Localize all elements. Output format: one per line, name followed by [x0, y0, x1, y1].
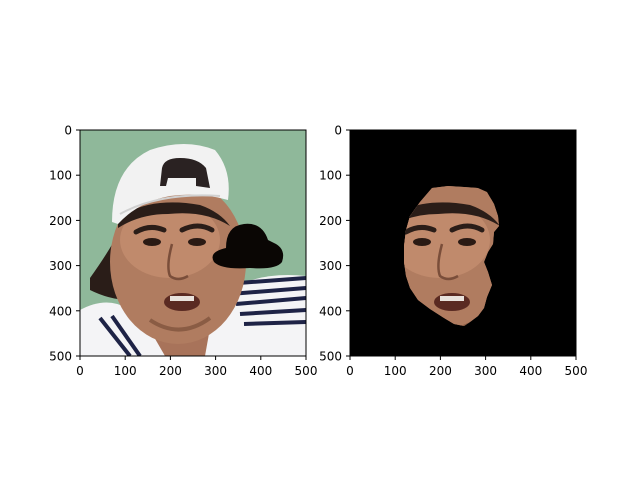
x-tick-label: 400: [519, 364, 542, 378]
occluder-blob: [212, 223, 284, 269]
right-axes-frame: [349, 129, 577, 357]
y-tick-label: 400: [319, 304, 342, 318]
right-x-axis: 0 100 200 300 400 500: [346, 356, 587, 378]
x-tick-label: 100: [384, 364, 407, 378]
x-tick-label: 400: [249, 364, 272, 378]
y-tick-label: 500: [49, 350, 72, 364]
left-y-axis: 0 100 200 300 400 500: [49, 124, 80, 364]
x-tick-label: 300: [474, 364, 497, 378]
y-tick-label: 400: [49, 304, 72, 318]
original-photo: [80, 130, 306, 356]
masked-image-panel: 0 100 200 300 400 500 0 100 200 300 400 500: [319, 124, 587, 379]
y-tick-label: 100: [49, 169, 72, 183]
x-tick-label: 200: [429, 364, 452, 378]
right-y-axis: 0 100 200 300 400 500: [319, 124, 350, 364]
x-tick-label: 0: [76, 364, 84, 378]
y-tick-label: 100: [319, 169, 342, 183]
y-tick-label: 0: [334, 124, 342, 138]
y-tick-label: 200: [49, 214, 72, 228]
x-tick-label: 300: [204, 364, 227, 378]
y-tick-label: 200: [319, 214, 342, 228]
x-tick-label: 500: [565, 364, 588, 378]
original-image-panel: 0 100 200 300 400 500 0 100 200 300 400 500: [49, 124, 317, 379]
y-tick-label: 300: [49, 259, 72, 273]
x-tick-label: 100: [114, 364, 137, 378]
y-tick-label: 500: [319, 350, 342, 364]
y-tick-label: 0: [64, 124, 72, 138]
left-axes-frame: [79, 129, 307, 357]
left-x-axis: 0 100 200 300 400 500: [76, 356, 317, 378]
x-tick-label: 500: [295, 364, 318, 378]
y-tick-label: 300: [319, 259, 342, 273]
x-tick-label: 0: [346, 364, 354, 378]
x-tick-label: 200: [159, 364, 182, 378]
